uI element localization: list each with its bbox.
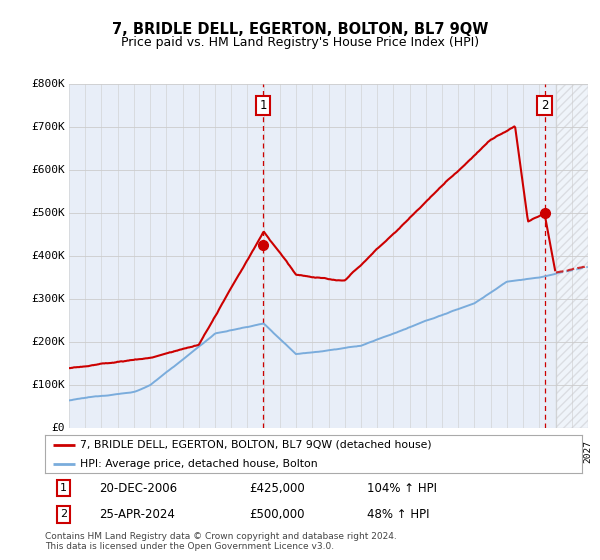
Text: 2014: 2014 [373,441,382,464]
Text: 1997: 1997 [97,441,106,464]
Text: Price paid vs. HM Land Registry's House Price Index (HPI): Price paid vs. HM Land Registry's House … [121,36,479,49]
Text: 7, BRIDLE DELL, EGERTON, BOLTON, BL7 9QW (detached house): 7, BRIDLE DELL, EGERTON, BOLTON, BL7 9QW… [80,440,431,450]
Text: 2007: 2007 [259,441,268,464]
Bar [556,84,588,428]
Text: £500K: £500K [31,208,65,218]
Text: 2027: 2027 [583,441,593,464]
Text: £500,000: £500,000 [249,508,305,521]
Text: 2000: 2000 [146,441,155,464]
Text: 2009: 2009 [292,441,301,464]
Text: 2025: 2025 [551,441,560,464]
Text: 2016: 2016 [405,441,414,464]
Text: 2003: 2003 [194,441,203,464]
Text: 1995: 1995 [65,441,74,464]
Text: Contains HM Land Registry data © Crown copyright and database right 2024.
This d: Contains HM Land Registry data © Crown c… [45,532,397,552]
Text: 1: 1 [60,483,67,493]
Text: 2021: 2021 [486,441,495,464]
Text: 2002: 2002 [178,441,187,464]
Text: 2023: 2023 [518,441,527,464]
Text: HPI: Average price, detached house, Bolton: HPI: Average price, detached house, Bolt… [80,459,317,469]
Text: 1999: 1999 [130,441,139,464]
Text: 2012: 2012 [340,441,349,464]
Text: £200K: £200K [31,337,65,347]
Text: 2015: 2015 [389,441,398,464]
Text: £700K: £700K [31,122,65,132]
Text: 2022: 2022 [502,441,511,464]
Text: £400K: £400K [31,251,65,261]
Text: 2018: 2018 [437,441,446,464]
Text: 104% ↑ HPI: 104% ↑ HPI [367,482,437,494]
Text: £800K: £800K [31,79,65,89]
Text: 2: 2 [60,510,67,520]
Text: 2004: 2004 [211,441,220,464]
Text: 1996: 1996 [81,441,90,464]
Text: 2020: 2020 [470,441,479,464]
Text: 25-APR-2024: 25-APR-2024 [98,508,175,521]
Text: £300K: £300K [31,294,65,304]
Text: 2005: 2005 [227,441,236,464]
Text: 2011: 2011 [324,441,333,464]
Text: £0: £0 [52,423,65,433]
Text: 2: 2 [541,99,548,112]
Text: 1: 1 [259,99,267,112]
Bar [556,84,588,428]
Text: 2026: 2026 [567,441,576,464]
Text: 2001: 2001 [162,441,171,464]
Text: 2024: 2024 [535,441,544,464]
Text: 2017: 2017 [421,441,430,464]
Text: 2013: 2013 [356,441,365,464]
Text: £425,000: £425,000 [249,482,305,494]
Text: 2006: 2006 [243,441,252,464]
Text: £100K: £100K [31,380,65,390]
Text: 7, BRIDLE DELL, EGERTON, BOLTON, BL7 9QW: 7, BRIDLE DELL, EGERTON, BOLTON, BL7 9QW [112,22,488,38]
Text: £600K: £600K [31,165,65,175]
Text: 48% ↑ HPI: 48% ↑ HPI [367,508,430,521]
Text: 20-DEC-2006: 20-DEC-2006 [98,482,177,494]
Text: 2010: 2010 [308,441,317,464]
Text: 1998: 1998 [113,441,122,464]
Text: 2019: 2019 [454,441,463,464]
Text: 2008: 2008 [275,441,284,464]
